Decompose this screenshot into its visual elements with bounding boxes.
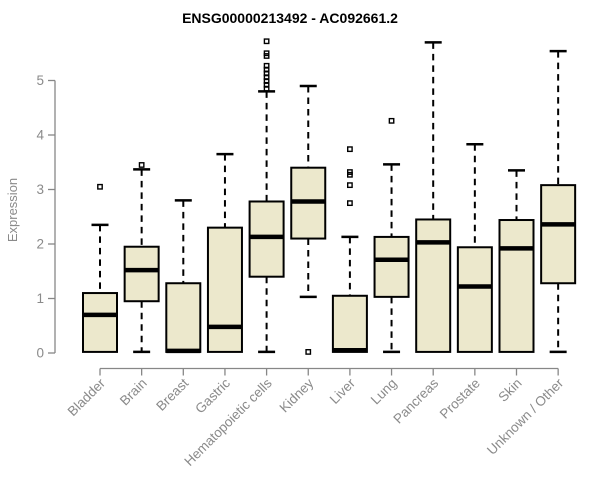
box-liver xyxy=(331,294,368,353)
box-prostate xyxy=(456,246,493,353)
outlier-point xyxy=(97,183,103,190)
outlier-point xyxy=(388,117,395,124)
outlier-point xyxy=(263,50,270,57)
category-label: Skin xyxy=(495,376,524,405)
category-label: Prostate xyxy=(437,376,483,422)
box-breast xyxy=(165,282,202,353)
y-tick-label: 2 xyxy=(36,237,44,252)
category-label: Gastric xyxy=(192,375,233,416)
y-tick-label: 3 xyxy=(36,182,44,197)
outlier-point xyxy=(347,146,353,153)
outlier-point xyxy=(263,38,270,45)
outlier-point xyxy=(305,349,312,355)
box-pancreas xyxy=(415,218,452,353)
chart-title: ENSG00000213492 - AC092661.2 xyxy=(182,10,398,26)
box-skin xyxy=(498,219,535,353)
box-gastric xyxy=(206,226,243,353)
outlier-point xyxy=(347,169,353,175)
category-label: Lung xyxy=(368,376,400,408)
box-brain xyxy=(123,245,160,303)
category-label: Unknown / Other xyxy=(484,375,567,458)
outlier-point xyxy=(138,162,145,168)
category-label: Liver xyxy=(327,375,359,407)
y-tick-label: 5 xyxy=(36,73,44,88)
box-unknown-other xyxy=(540,184,577,285)
y-tick-label: 0 xyxy=(36,346,44,361)
outlier-point xyxy=(347,200,353,207)
category-label: Pancreas xyxy=(390,375,441,426)
outlier-point xyxy=(347,182,353,189)
y-tick-label: 4 xyxy=(36,128,44,143)
box-lung xyxy=(373,235,410,298)
box-bladder xyxy=(82,292,118,353)
category-label: Kidney xyxy=(277,375,317,415)
category-label: Breast xyxy=(153,375,191,413)
category-label: Brain xyxy=(117,376,150,409)
category-label: Bladder xyxy=(65,375,109,419)
y-tick-label: 1 xyxy=(36,291,44,306)
outlier-point xyxy=(263,62,270,69)
